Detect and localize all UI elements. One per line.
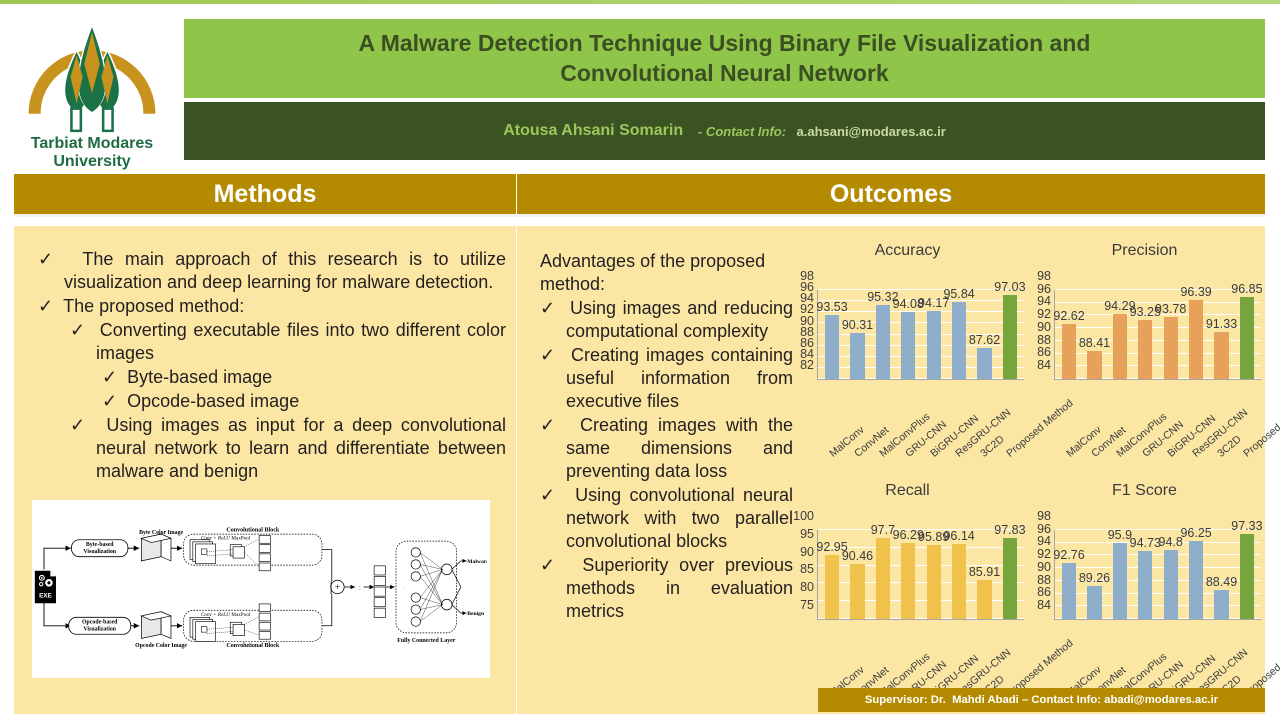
svg-text:MaxPool: MaxPool	[231, 536, 250, 542]
svg-text:MaxPool: MaxPool	[231, 612, 250, 618]
svg-text:Byte-based: Byte-based	[86, 542, 114, 548]
svg-text:Convolutional Block: Convolutional Block	[226, 527, 280, 533]
svg-text:Malware: Malware	[467, 559, 487, 565]
svg-text:+: +	[335, 582, 340, 592]
svg-text::: :	[403, 583, 405, 592]
svg-text:Convolutional Block: Convolutional Block	[226, 643, 280, 649]
svg-text:EXE: EXE	[39, 593, 52, 600]
svg-text:Opcode-based: Opcode-based	[82, 620, 118, 626]
svg-text:Visualization: Visualization	[83, 627, 116, 633]
svg-text::: :	[359, 582, 361, 592]
svg-text:Opcode Color Image: Opcode Color Image	[135, 643, 187, 649]
svg-text:Fully Connected Layer: Fully Connected Layer	[397, 638, 455, 644]
svg-text:Benign: Benign	[467, 611, 485, 617]
svg-text:Visualization: Visualization	[83, 549, 116, 555]
